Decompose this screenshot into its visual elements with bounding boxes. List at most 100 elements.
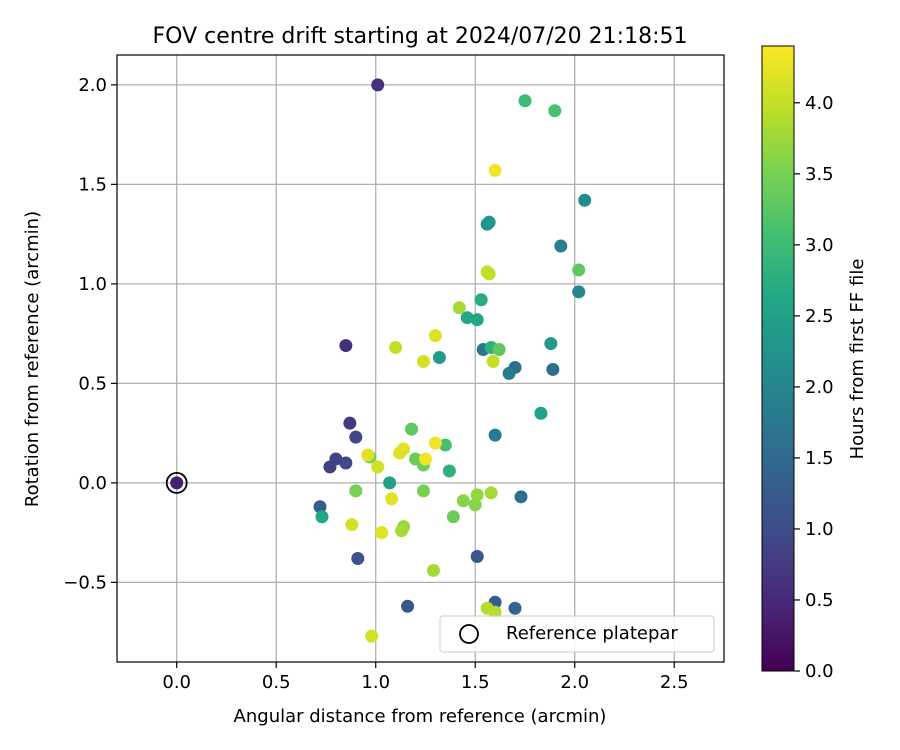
y-axis-label: Rotation from reference (arcmin) bbox=[22, 211, 43, 507]
colorbar-ticks: 0.0 0.5 1.0 1.5 2.0 2.5 3.0 3.5 4.0 bbox=[794, 93, 834, 682]
data-point bbox=[339, 339, 353, 353]
data-point bbox=[315, 510, 329, 524]
data-point bbox=[578, 193, 592, 207]
y-tick-label: 2.0 bbox=[78, 75, 107, 96]
data-point bbox=[488, 605, 502, 619]
colorbar-label: Hours from first FF file bbox=[847, 259, 868, 460]
colorbar-tick-label: 0.5 bbox=[805, 590, 834, 611]
data-point bbox=[389, 341, 403, 355]
data-point bbox=[170, 476, 184, 490]
data-point bbox=[428, 329, 442, 343]
data-point bbox=[349, 430, 363, 444]
data-point bbox=[486, 354, 500, 368]
data-point bbox=[432, 351, 446, 365]
y-tick-label: 1.0 bbox=[78, 274, 107, 295]
data-point bbox=[343, 416, 357, 430]
data-point bbox=[323, 460, 337, 474]
grid bbox=[117, 55, 724, 662]
data-point bbox=[405, 422, 419, 436]
data-point bbox=[416, 354, 430, 368]
chart-title: FOV centre drift starting at 2024/07/20 … bbox=[153, 24, 688, 49]
data-point bbox=[518, 94, 532, 108]
colorbar: 0.0 0.5 1.0 1.5 2.0 2.5 3.0 3.5 4.0 Hours from f… bbox=[761, 45, 868, 682]
data-point bbox=[470, 550, 484, 564]
data-point bbox=[482, 215, 496, 229]
data-point bbox=[546, 362, 560, 376]
data-point bbox=[488, 428, 502, 442]
data-point bbox=[488, 163, 502, 177]
data-point bbox=[345, 518, 359, 532]
data-point bbox=[544, 337, 558, 351]
data-point bbox=[572, 285, 586, 299]
colorbar-tick-label: 4.0 bbox=[805, 93, 834, 114]
y-tick-label: −0.5 bbox=[63, 572, 107, 593]
data-point bbox=[438, 438, 452, 452]
colorbar-tick-label: 1.0 bbox=[805, 519, 834, 540]
data-point bbox=[456, 494, 470, 508]
data-point bbox=[474, 293, 488, 307]
data-point bbox=[371, 78, 385, 92]
y-axis-ticks: −0.5 0.0 0.5 1.0 1.5 2.0 bbox=[63, 75, 117, 593]
x-tick-label: 0.0 bbox=[162, 672, 191, 693]
data-point bbox=[418, 452, 432, 466]
data-point bbox=[385, 492, 399, 506]
data-point bbox=[468, 498, 482, 512]
colorbar-tick-label: 1.5 bbox=[805, 448, 834, 469]
colorbar-tick-label: 3.0 bbox=[805, 235, 834, 256]
data-points bbox=[170, 78, 592, 643]
data-point bbox=[361, 448, 375, 462]
data-point bbox=[383, 476, 397, 490]
x-axis-ticks: 0.0 0.5 1.0 1.5 2.0 2.5 bbox=[162, 662, 689, 693]
legend-label: Reference platepar bbox=[506, 623, 678, 644]
data-point bbox=[470, 488, 484, 502]
data-point bbox=[492, 343, 506, 357]
plot-frame bbox=[116, 54, 725, 663]
data-point bbox=[460, 311, 474, 325]
data-point bbox=[534, 406, 548, 420]
data-point bbox=[548, 104, 562, 118]
data-point bbox=[442, 464, 456, 478]
x-tick-label: 1.5 bbox=[461, 672, 490, 693]
data-point bbox=[349, 484, 363, 498]
data-point bbox=[313, 500, 327, 514]
data-point bbox=[514, 490, 528, 504]
y-tick-label: 0.5 bbox=[78, 373, 107, 394]
x-tick-label: 2.0 bbox=[560, 672, 589, 693]
data-point bbox=[397, 442, 411, 456]
x-tick-label: 1.0 bbox=[361, 672, 390, 693]
data-point bbox=[426, 563, 440, 577]
data-point bbox=[365, 629, 379, 643]
data-point bbox=[416, 484, 430, 498]
data-point bbox=[428, 436, 442, 450]
colorbar-gradient bbox=[761, 45, 795, 672]
reference-platepar-marker bbox=[165, 471, 188, 494]
data-point bbox=[351, 552, 365, 566]
legend-reference-marker bbox=[459, 624, 479, 644]
data-point bbox=[502, 366, 516, 380]
data-point bbox=[572, 263, 586, 277]
data-point bbox=[554, 239, 568, 253]
data-point bbox=[484, 486, 498, 500]
data-point bbox=[375, 526, 389, 540]
data-point bbox=[508, 601, 522, 615]
legend: Reference platepar bbox=[439, 615, 715, 653]
x-axis-label: Angular distance from reference (arcmin) bbox=[234, 706, 607, 727]
colorbar-tick-label: 2.0 bbox=[805, 377, 834, 398]
colorbar-tick-label: 3.5 bbox=[805, 164, 834, 185]
y-tick-label: 0.0 bbox=[78, 473, 107, 494]
x-tick-label: 2.5 bbox=[660, 672, 689, 693]
y-tick-label: 1.5 bbox=[78, 174, 107, 195]
data-point bbox=[470, 313, 484, 327]
data-point bbox=[446, 510, 460, 524]
data-point bbox=[401, 599, 415, 613]
data-point bbox=[395, 524, 409, 538]
data-point bbox=[371, 460, 385, 474]
reference-marker bbox=[165, 471, 188, 494]
data-point bbox=[452, 301, 466, 315]
data-point bbox=[482, 267, 496, 281]
legend-box bbox=[439, 615, 715, 653]
data-point bbox=[339, 456, 353, 470]
x-tick-label: 0.5 bbox=[262, 672, 291, 693]
colorbar-tick-label: 0.0 bbox=[805, 661, 834, 682]
